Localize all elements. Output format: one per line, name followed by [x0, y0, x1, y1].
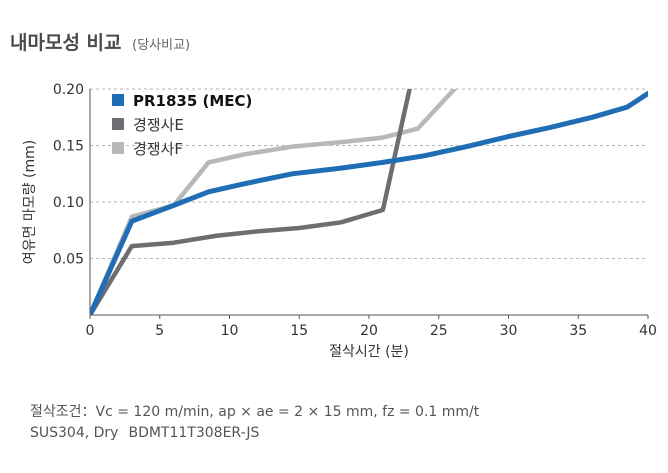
x-tick-label: 5	[155, 323, 164, 339]
y-axis-label: 여유면 마모량 (mm)	[22, 140, 38, 264]
legend-swatch-2	[112, 118, 124, 130]
workpiece-info: SUS304, Dry BDMT11T308ER-JS	[30, 425, 259, 441]
workpiece-material: SUS304, Dry	[30, 425, 119, 441]
legend-swatch-3	[112, 142, 124, 154]
title-main: 내마모성 비교	[10, 32, 122, 54]
x-axis-label: 절삭시간 (분)	[329, 344, 409, 360]
x-tick-label: 40	[639, 323, 657, 339]
x-tick-label: 35	[569, 323, 587, 339]
legend-swatch-1	[112, 94, 124, 106]
y-tick-label: 0.10	[53, 195, 84, 211]
series-line-1	[90, 91, 648, 315]
y-tick-label: 0.05	[53, 252, 84, 268]
legend-label-1: PR1835 (MEC)	[133, 92, 252, 110]
tool-model: BDMT11T308ER-JS	[128, 425, 260, 441]
legend-label-3: 경쟁사F	[133, 140, 183, 158]
cutting-conditions: 절삭조건：Vc = 120 m/min, ap × ae = 2 × 15 mm…	[30, 401, 479, 421]
x-tick-label: 20	[360, 323, 378, 339]
y-tick-label: 0.15	[53, 139, 84, 155]
x-tick-label: 10	[221, 323, 239, 339]
series-line-2	[90, 89, 412, 315]
x-tick-label: 25	[430, 323, 448, 339]
chart-title: 내마모성 비교 (당사비교)	[10, 28, 190, 55]
legend-label-2: 경쟁사E	[133, 116, 184, 134]
y-tick-label: 0.20	[53, 82, 84, 98]
x-tick-label: 0	[86, 323, 95, 339]
x-tick-label: 30	[500, 323, 518, 339]
title-subtitle: (당사비교)	[132, 38, 191, 53]
conditions-line: 절삭조건：Vc = 120 m/min, ap × ae = 2 × 15 mm…	[30, 404, 480, 420]
x-tick-label: 15	[290, 323, 308, 339]
